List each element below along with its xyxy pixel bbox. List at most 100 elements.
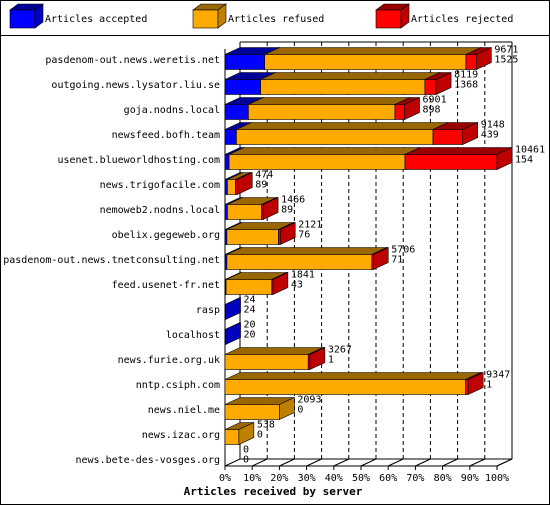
- total-label: 5706: [391, 245, 415, 256]
- bar-side: [238, 422, 255, 445]
- bar-front: [394, 104, 405, 120]
- grid-line-floor: [360, 458, 377, 467]
- bar: [394, 97, 420, 120]
- total-label: 3267: [328, 345, 352, 356]
- bar-side: [279, 222, 296, 245]
- y-tick-label: nntp.csiph.com: [136, 380, 220, 391]
- bar-front: [225, 279, 273, 295]
- legend-swatch: [9, 9, 36, 29]
- bar-front: [224, 429, 240, 445]
- accepted-label: 1: [328, 355, 334, 366]
- bar: [307, 347, 326, 370]
- bar-top: [260, 72, 441, 80]
- bar: [235, 172, 253, 195]
- bar-front: [224, 204, 228, 220]
- bar-front: [227, 179, 236, 195]
- y-tick-label: obelix.gegeweb.org: [112, 230, 220, 241]
- bar: [465, 372, 484, 395]
- y-tick-label: news.izac.org: [142, 430, 220, 441]
- legend-item: Articles refused: [192, 3, 324, 29]
- bar-front: [465, 379, 469, 395]
- bar-top: [264, 47, 482, 55]
- y-tick-label: feed.usenet-fr.net: [112, 280, 220, 291]
- total-label: 9671: [494, 45, 518, 56]
- y-tick-label: pasdenom-out.news.tnetconsulting.net: [3, 255, 220, 266]
- bar: [261, 197, 279, 220]
- total-label: 9347: [486, 370, 510, 381]
- x-tick-label: 0%: [219, 473, 231, 484]
- accepted-label: 20: [244, 330, 256, 341]
- y-tick-label: news.bete-des-vosges.org: [76, 455, 221, 466]
- bar-side: [236, 172, 253, 195]
- bar-side: [467, 372, 484, 395]
- bar-top: [224, 347, 324, 355]
- grid-line: [279, 42, 295, 467]
- bar: [278, 222, 296, 245]
- bar-top: [224, 372, 481, 380]
- grid-line: [333, 42, 350, 467]
- bar-front: [224, 54, 266, 70]
- bar-side: [262, 197, 279, 220]
- legend-label: Articles accepted: [45, 14, 147, 25]
- bar: [228, 147, 421, 170]
- legend-item: Articles rejected: [375, 3, 513, 29]
- bar-top: [226, 247, 388, 255]
- bar-front: [224, 79, 261, 95]
- bar-front: [228, 154, 406, 170]
- total-label: 1466: [281, 195, 305, 206]
- bar-side: [404, 97, 420, 120]
- bar-top: [228, 147, 421, 155]
- bar: [271, 272, 289, 295]
- bar-top: [404, 147, 513, 155]
- accepted-label: 43: [291, 280, 303, 291]
- y-tick-label: news.trigofacile.com: [100, 180, 220, 191]
- legend-swatch: [192, 9, 219, 29]
- accepted-label: 439: [481, 130, 499, 141]
- y-tick-label: news.furie.org.uk: [118, 355, 220, 366]
- bar-side: [372, 247, 389, 270]
- grid-line: [387, 42, 404, 467]
- legend-swatch-side: [217, 3, 227, 29]
- bar: [226, 247, 388, 270]
- grid-line-floor: [279, 458, 295, 467]
- y-tick-label: nemoweb2.nodns.local: [100, 205, 220, 216]
- total-label: 1841: [291, 270, 315, 281]
- x-tick-label: 100%: [485, 473, 509, 484]
- total-label: 9148: [481, 120, 505, 131]
- accepted-label: 1368: [454, 80, 478, 91]
- y-tick-label: pasdenom-out.news.weretis.net: [45, 55, 220, 66]
- bar-front: [264, 54, 467, 70]
- y-tick-label: rasp: [196, 305, 220, 316]
- grid-line: [469, 42, 486, 467]
- bar-top: [236, 122, 449, 130]
- x-tick-label: 20%: [270, 473, 288, 484]
- accepted-label: 89: [281, 205, 293, 216]
- accepted-label: 1: [486, 380, 492, 391]
- grid-line-floor: [469, 458, 486, 467]
- grid-line: [442, 42, 459, 467]
- total-label: 6901: [423, 95, 447, 106]
- bar: [432, 122, 479, 145]
- grid-line: [415, 42, 431, 467]
- total-label: 474: [255, 170, 273, 181]
- bar-side: [462, 122, 479, 145]
- bar: [224, 372, 482, 395]
- y-tick-label: usenet.blueworldhosting.com: [57, 155, 220, 166]
- accepted-label: 71: [391, 255, 403, 266]
- x-axis-label: Articles received by server: [184, 485, 363, 498]
- y-tick-label: news.niel.me: [148, 405, 220, 416]
- total-label: 538: [257, 420, 275, 431]
- total-label: 0: [243, 445, 249, 456]
- grid-line-floor: [251, 458, 268, 467]
- total-label: 20: [244, 320, 256, 331]
- bar-side: [225, 322, 241, 345]
- bar-front: [260, 79, 426, 95]
- grid-line: [251, 42, 268, 467]
- grid-line-floor: [387, 458, 404, 467]
- bar-front: [224, 129, 237, 145]
- bar-front: [226, 229, 279, 245]
- grid-line-floor: [415, 458, 431, 467]
- bar: [224, 322, 241, 345]
- accepted-label: 89: [255, 180, 267, 191]
